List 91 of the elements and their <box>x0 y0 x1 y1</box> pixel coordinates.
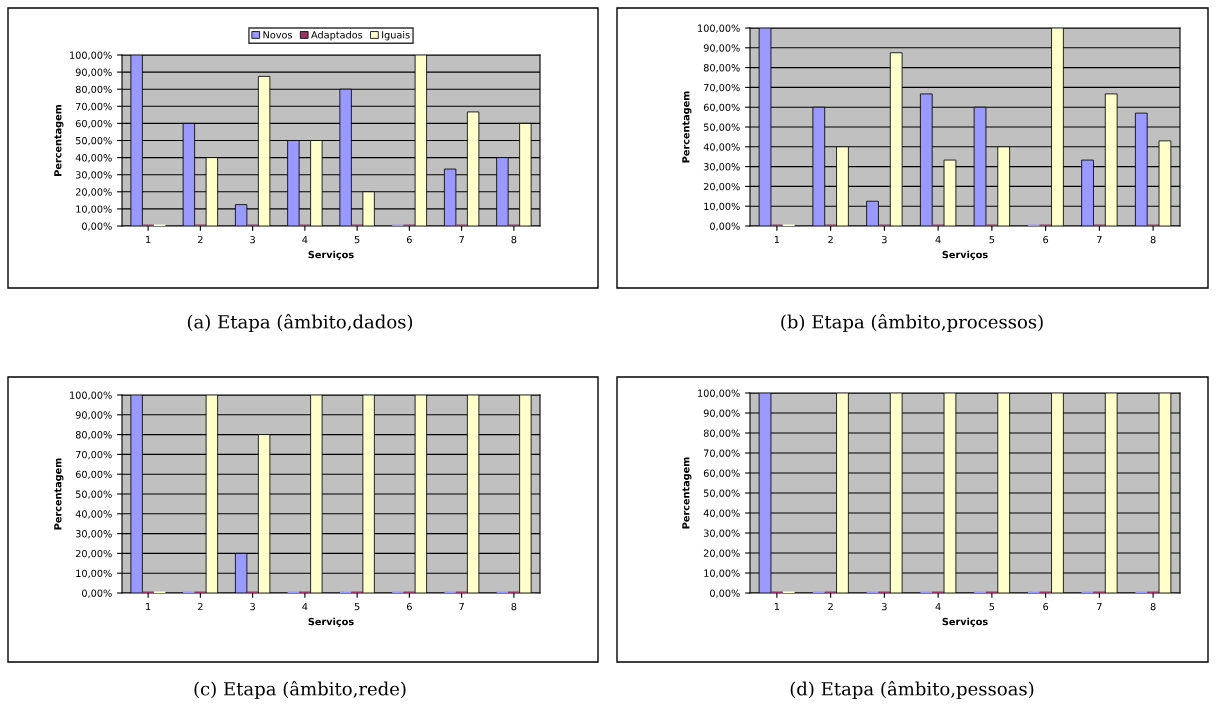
x-tick-label: 3 <box>882 235 887 244</box>
y-tick-label: 30,00% <box>703 163 740 172</box>
x-tick-label: 4 <box>302 236 308 244</box>
y-tick-label: 100,00% <box>70 391 112 400</box>
y-tick-label: 20,00% <box>703 549 740 558</box>
x-tick-label: 4 <box>935 603 941 611</box>
y-tick-label: 40,00% <box>75 154 112 163</box>
x-tick-label: 2 <box>197 602 203 611</box>
y-axis-title: Percentagem <box>54 104 64 176</box>
y-tick-label: 10,00% <box>704 569 740 578</box>
y-tick-label: 50,00% <box>703 489 740 498</box>
y-tick-label: 100,00% <box>70 51 112 60</box>
x-tick-label: 2 <box>828 602 833 611</box>
y-tick-label: 0,00% <box>710 222 740 231</box>
legend-label: Iguais <box>382 30 410 41</box>
legend-label: Novos <box>263 31 293 39</box>
y-tick-label: 20,00% <box>703 182 740 192</box>
y-tick-label: 30,00% <box>703 529 740 538</box>
x-tick-label: 6 <box>1043 602 1049 611</box>
y-tick-label: 10,00% <box>704 202 740 212</box>
x-tick-label: 3 <box>250 235 255 244</box>
x-axis-title: Serviços <box>942 250 988 260</box>
y-tick-label: 0,00% <box>710 589 740 598</box>
x-axis-title: Serviços <box>308 250 354 260</box>
text: (b) Etapa (âmbito,processos) <box>781 313 1043 333</box>
y-tick-label: 20,00% <box>75 188 112 197</box>
y-tick-label: 60,00% <box>75 470 112 480</box>
y-tick-label: 10,00% <box>76 569 112 579</box>
y-tick-label: 50,00% <box>75 136 112 146</box>
y-tick-label: 10,00% <box>76 205 112 214</box>
y-tick-label: 0,00% <box>82 222 112 231</box>
y-tick-label: 90,00% <box>75 411 112 420</box>
x-tick-label: 8 <box>1150 602 1156 611</box>
text: (d) Etapa (âmbito,pessoas) <box>790 680 1034 700</box>
y-tick-label: 40,00% <box>75 510 112 519</box>
y-tick-label: 20,00% <box>75 549 112 559</box>
x-tick-label: 5 <box>989 236 995 244</box>
x-axis-title: Serviços <box>942 617 988 627</box>
y-tick-label: 70,00% <box>704 83 740 93</box>
y-tick-label: 80,00% <box>703 64 740 73</box>
y-tick-label: 60,00% <box>75 119 112 129</box>
y-tick-label: 60,00% <box>703 469 740 478</box>
y-tick-label: 0,00% <box>82 589 112 598</box>
y-tick-label: 40,00% <box>703 509 740 518</box>
y-tick-label: 90,00% <box>75 68 112 77</box>
x-tick-label: 3 <box>882 602 887 611</box>
y-tick-label: 30,00% <box>75 530 112 539</box>
x-tick-label: 7 <box>459 236 464 244</box>
x-tick-label: 7 <box>1097 236 1102 244</box>
x-tick-label: 4 <box>302 603 308 611</box>
y-axis-title: Percentagem <box>682 457 692 529</box>
x-tick-label: 2 <box>197 235 203 244</box>
x-tick-label: 1 <box>774 236 780 244</box>
x-tick-label: 6 <box>406 235 412 244</box>
x-tick-label: 8 <box>1150 235 1156 244</box>
x-tick-label: 1 <box>774 603 780 611</box>
y-tick-label: 90,00% <box>703 409 740 418</box>
y-tick-label: 80,00% <box>75 85 112 95</box>
x-tick-label: 5 <box>989 603 995 611</box>
y-tick-label: 80,00% <box>703 429 740 438</box>
x-tick-label: 5 <box>354 603 360 611</box>
x-tick-label: 7 <box>459 603 464 611</box>
y-tick-label: 30,00% <box>75 171 112 180</box>
x-axis-title: Serviços <box>308 617 354 627</box>
x-tick-label: 6 <box>406 602 412 611</box>
y-tick-label: 70,00% <box>76 102 112 112</box>
text: (a) Etapa (âmbito,dados) <box>187 313 413 333</box>
y-tick-label: 70,00% <box>76 450 112 460</box>
legend-label: Adaptados <box>311 30 363 41</box>
x-tick-label: 6 <box>1043 235 1049 244</box>
y-axis-title: Percentagem <box>682 91 692 163</box>
y-tick-label: 50,00% <box>75 490 112 499</box>
y-tick-label: 80,00% <box>75 431 112 440</box>
y-tick-label: 100,00% <box>698 389 740 398</box>
x-tick-label: 7 <box>1097 603 1102 611</box>
y-tick-label: 100,00% <box>698 24 740 33</box>
x-tick-label: 5 <box>354 236 360 244</box>
y-axis-title: Percentagem <box>54 458 64 530</box>
text: (c) Etapa (âmbito,rede) <box>194 680 406 700</box>
x-tick-label: 4 <box>935 236 941 244</box>
y-tick-label: 90,00% <box>703 44 740 53</box>
x-tick-label: 1 <box>146 603 151 611</box>
x-tick-label: 8 <box>511 235 517 244</box>
x-tick-label: 2 <box>828 235 833 244</box>
x-tick-label: 1 <box>146 236 151 244</box>
x-tick-label: 8 <box>511 602 517 611</box>
y-tick-label: 50,00% <box>703 123 740 132</box>
y-tick-label: 40,00% <box>703 143 740 152</box>
x-tick-label: 3 <box>250 602 255 611</box>
y-tick-label: 60,00% <box>703 103 740 113</box>
y-tick-label: 70,00% <box>704 449 740 458</box>
